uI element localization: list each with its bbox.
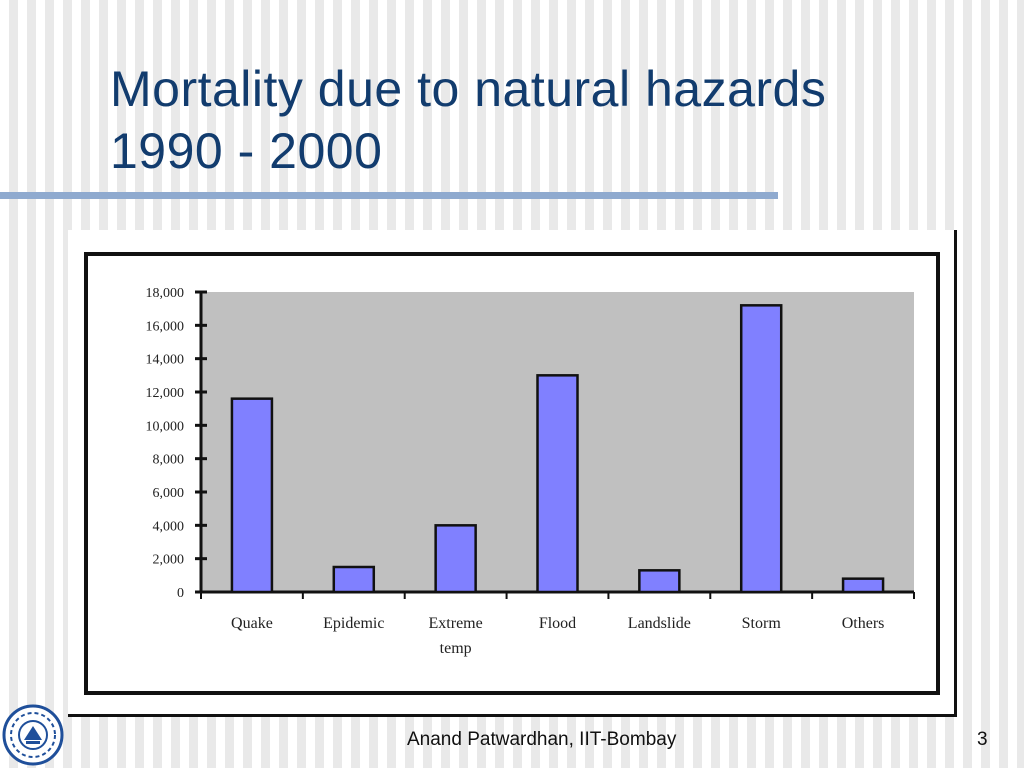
x-category-label: Epidemic [323,615,384,632]
iit-bombay-logo-icon [2,704,64,766]
y-tick-label: 0 [177,586,184,601]
x-category-label: Flood [539,615,576,632]
x-category-label: Landslide [628,615,691,632]
y-tick-label: 2,000 [153,553,185,568]
y-tick-label: 14,000 [146,353,185,368]
bar-chart: 0 2,000 4,000 6,000 8,000 10,000 12,000 14,000 1… [146,286,915,657]
page-number: 3 [977,729,988,750]
slide-title-line-2: 1990 - 2000 [110,123,383,179]
bar [230,397,274,594]
slide-title: Mortality due to natural hazards 1990 - … [110,58,990,182]
bar [536,374,579,594]
y-tick-label: 12,000 [146,386,185,401]
y-tick-label: 18,000 [146,286,185,301]
footer-author: Anand Patwardhan, IIT-Bombay [407,729,677,750]
y-tick-label: 6,000 [153,486,185,501]
x-category-label: Storm [742,615,782,632]
y-tick-label: 16,000 [146,319,185,334]
bar [638,569,681,594]
title-underline-rule [0,192,778,199]
x-category-label: Others [842,615,885,632]
bar [434,524,477,594]
bar [739,304,783,594]
bar [841,577,885,594]
bar [332,565,376,594]
chart-frame: 0 2,000 4,000 6,000 8,000 10,000 12,000 14,000 1… [84,252,940,695]
y-tick-label: 8,000 [153,453,185,468]
x-category-label: Quake [231,615,273,632]
chart-panel: 0 2,000 4,000 6,000 8,000 10,000 12,000 14,000 1… [68,230,957,717]
y-tick-label: 4,000 [153,519,185,534]
x-category-label: Extreme [429,615,483,632]
x-category-label: temp [440,640,472,657]
slide-title-line-1: Mortality due to natural hazards [110,61,827,117]
y-tick-label: 10,000 [146,419,185,434]
